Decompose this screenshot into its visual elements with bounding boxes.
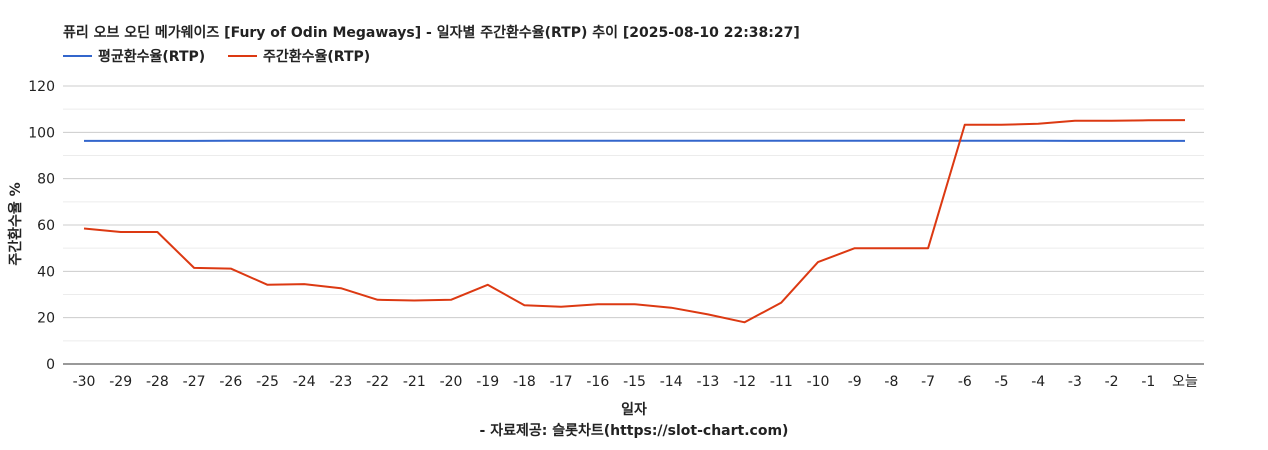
x-tick-label: -22 [366,374,389,390]
legend-item-weekly-rtp[interactable]: 주간환수율(RTP) [228,46,370,66]
x-tick-label: 오늘 [1172,374,1198,390]
y-tick-label: 60 [37,218,55,234]
x-tick-label: -4 [1031,374,1045,390]
y-tick-label: 0 [46,357,55,373]
y-tick-label: 100 [28,125,55,141]
x-tick-label: -14 [660,374,683,390]
x-tick-label: -2 [1105,374,1119,390]
legend-label-weekly: 주간환수율(RTP) [263,49,371,65]
legend-swatch-weekly [228,55,257,57]
x-tick-label: -25 [256,374,279,390]
x-tick-label: -29 [109,374,132,390]
x-tick-label: -19 [476,374,499,390]
x-tick-label: -8 [884,374,898,390]
x-tick-label: -26 [219,374,242,390]
x-tick-label: -20 [440,374,463,390]
x-tick-label: -23 [329,374,352,390]
x-tick-label: -6 [958,374,972,390]
x-tick-label: -28 [146,374,169,390]
x-tick-label: -27 [183,374,206,390]
x-tick-label: -16 [586,374,609,390]
chart-title: 퓨리 오브 오딘 메가웨이즈 [Fury of Odin Megaways] -… [63,25,800,41]
x-tick-label: -15 [623,374,646,390]
series-line-weekly-rtp [83,119,1186,324]
x-tick-label: -9 [848,374,862,390]
y-tick-label: 120 [28,79,55,95]
x-tick-label: -3 [1068,374,1082,390]
legend-label-average: 평균환수율(RTP) [98,49,206,65]
x-tick-label: -1 [1141,374,1155,390]
x-tick-label: -11 [770,374,793,390]
x-tick-label: -21 [403,374,426,390]
legend-swatch-average [63,55,92,57]
x-tick-label: -18 [513,374,536,390]
y-tick-label: 20 [37,311,55,327]
x-tick-label: -7 [921,374,935,390]
x-tick-label: -17 [550,374,573,390]
x-axis-title: 일자 [621,402,647,418]
x-tick-label: -10 [807,374,830,390]
y-tick-label: 40 [37,264,55,280]
x-tick-label: -30 [73,374,96,390]
x-tick-label: -24 [293,374,316,390]
x-tick-label: -12 [733,374,756,390]
legend-item-average-rtp[interactable]: 평균환수율(RTP) [63,46,205,66]
x-tick-label: -13 [696,374,719,390]
x-tick-label: -5 [995,374,1009,390]
y-tick-label: 80 [37,172,55,188]
source-credit: - 자료제공: 슬롯차트(https://slot-chart.com) [479,423,789,439]
